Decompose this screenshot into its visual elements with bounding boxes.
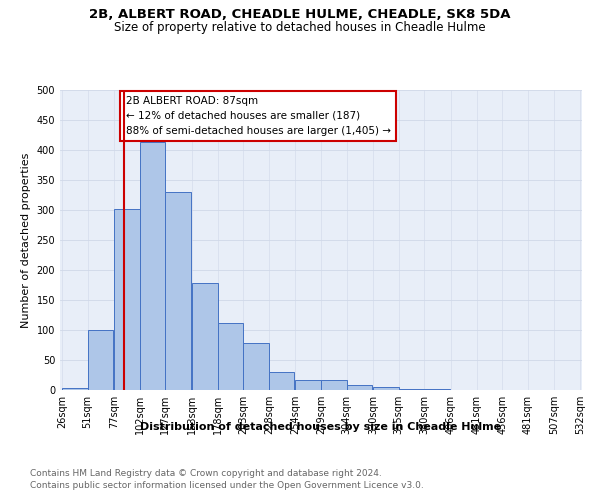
Bar (269, 372, 295, 390)
Bar (166, 192, 191, 390)
Bar (373, 387, 399, 390)
Bar (399, 389, 424, 390)
Text: Size of property relative to detached houses in Cheadle Hulme: Size of property relative to detached ho… (114, 21, 486, 34)
Bar (192, 283, 218, 390)
Bar (88, 330, 113, 390)
Bar (140, 142, 166, 390)
Text: Contains HM Land Registry data © Crown copyright and database right 2024.: Contains HM Land Registry data © Crown c… (30, 468, 382, 477)
Text: 2B ALBERT ROAD: 87sqm
← 12% of detached houses are smaller (187)
88% of semi-det: 2B ALBERT ROAD: 87sqm ← 12% of detached … (125, 96, 391, 136)
Y-axis label: Number of detached properties: Number of detached properties (21, 152, 31, 328)
Bar (62, 388, 88, 390)
Bar (321, 380, 347, 390)
Bar (347, 384, 372, 390)
Text: 2B, ALBERT ROAD, CHEADLE HULME, CHEADLE, SK8 5DA: 2B, ALBERT ROAD, CHEADLE HULME, CHEADLE,… (89, 8, 511, 20)
Bar (243, 343, 269, 390)
Bar (295, 380, 321, 390)
Text: Contains public sector information licensed under the Open Government Licence v3: Contains public sector information licen… (30, 481, 424, 490)
Bar (218, 323, 243, 390)
Text: Distribution of detached houses by size in Cheadle Hulme: Distribution of detached houses by size … (140, 422, 502, 432)
Bar (114, 210, 140, 390)
